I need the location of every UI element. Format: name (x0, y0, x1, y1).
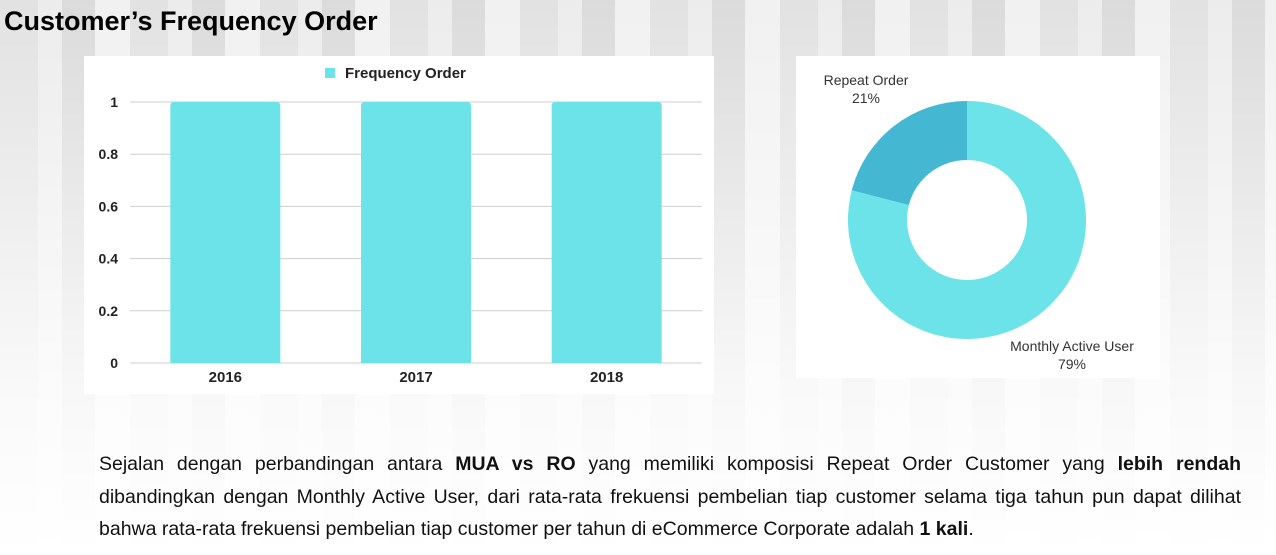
y-tick-label: 1 (110, 94, 118, 110)
y-tick-label: 0.4 (99, 251, 119, 267)
bar-2018 (551, 102, 662, 363)
legend-label: Frequency Order (345, 65, 466, 82)
slice-value-label: 79% (1058, 356, 1086, 372)
bar-2017 (361, 102, 471, 363)
slice-monthly-active-user (848, 101, 1086, 339)
x-tick-label: 2017 (399, 369, 432, 386)
desc-part-3: dibandingkan dengan Monthly Active User,… (99, 485, 1241, 541)
desc-part-1: Sejalan dengan perbandingan antara (99, 453, 456, 475)
y-tick-label: 0 (110, 355, 118, 371)
slice-label: Repeat Order (824, 72, 909, 88)
desc-part-4: . (968, 518, 974, 540)
slice-repeat-order (851, 101, 967, 206)
slice-value-label: 21% (852, 90, 880, 106)
desc-bold-mua-vs-ro: MUA vs RO (455, 453, 576, 475)
y-tick-label: 0.8 (99, 146, 119, 162)
desc-bold-1-kali: 1 kali (919, 518, 969, 540)
bar-chart: Frequency Order 0 0.2 0.4 0.6 0.8 1 2016 2017 201… (99, 65, 702, 386)
donut-chart: Repeat Order 21% Monthly Active User 79% (824, 72, 1135, 372)
desc-part-2: yang memiliki komposisi Repeat Order Cus… (575, 453, 1118, 475)
slice-label: Monthly Active User (1010, 338, 1134, 354)
legend-swatch (325, 68, 335, 78)
donut-chart-panel: Repeat Order 21% Monthly Active User 79% (796, 56, 1160, 378)
x-tick-label: 2018 (590, 369, 623, 386)
y-tick-label: 0.2 (99, 303, 119, 319)
bar-legend: Frequency Order (325, 65, 466, 82)
y-tick-label: 0.6 (99, 198, 119, 214)
x-tick-label: 2016 (209, 369, 242, 386)
desc-bold-lebih-rendah: lebih rendah (1117, 453, 1241, 475)
description-text: Sejalan dengan perbandingan antara MUA v… (99, 448, 1241, 546)
page-title: Customer’s Frequency Order (4, 6, 378, 36)
bar-chart-panel: Frequency Order 0 0.2 0.4 0.6 0.8 1 2016 2017 201… (84, 56, 714, 394)
bar-2016 (170, 102, 281, 363)
